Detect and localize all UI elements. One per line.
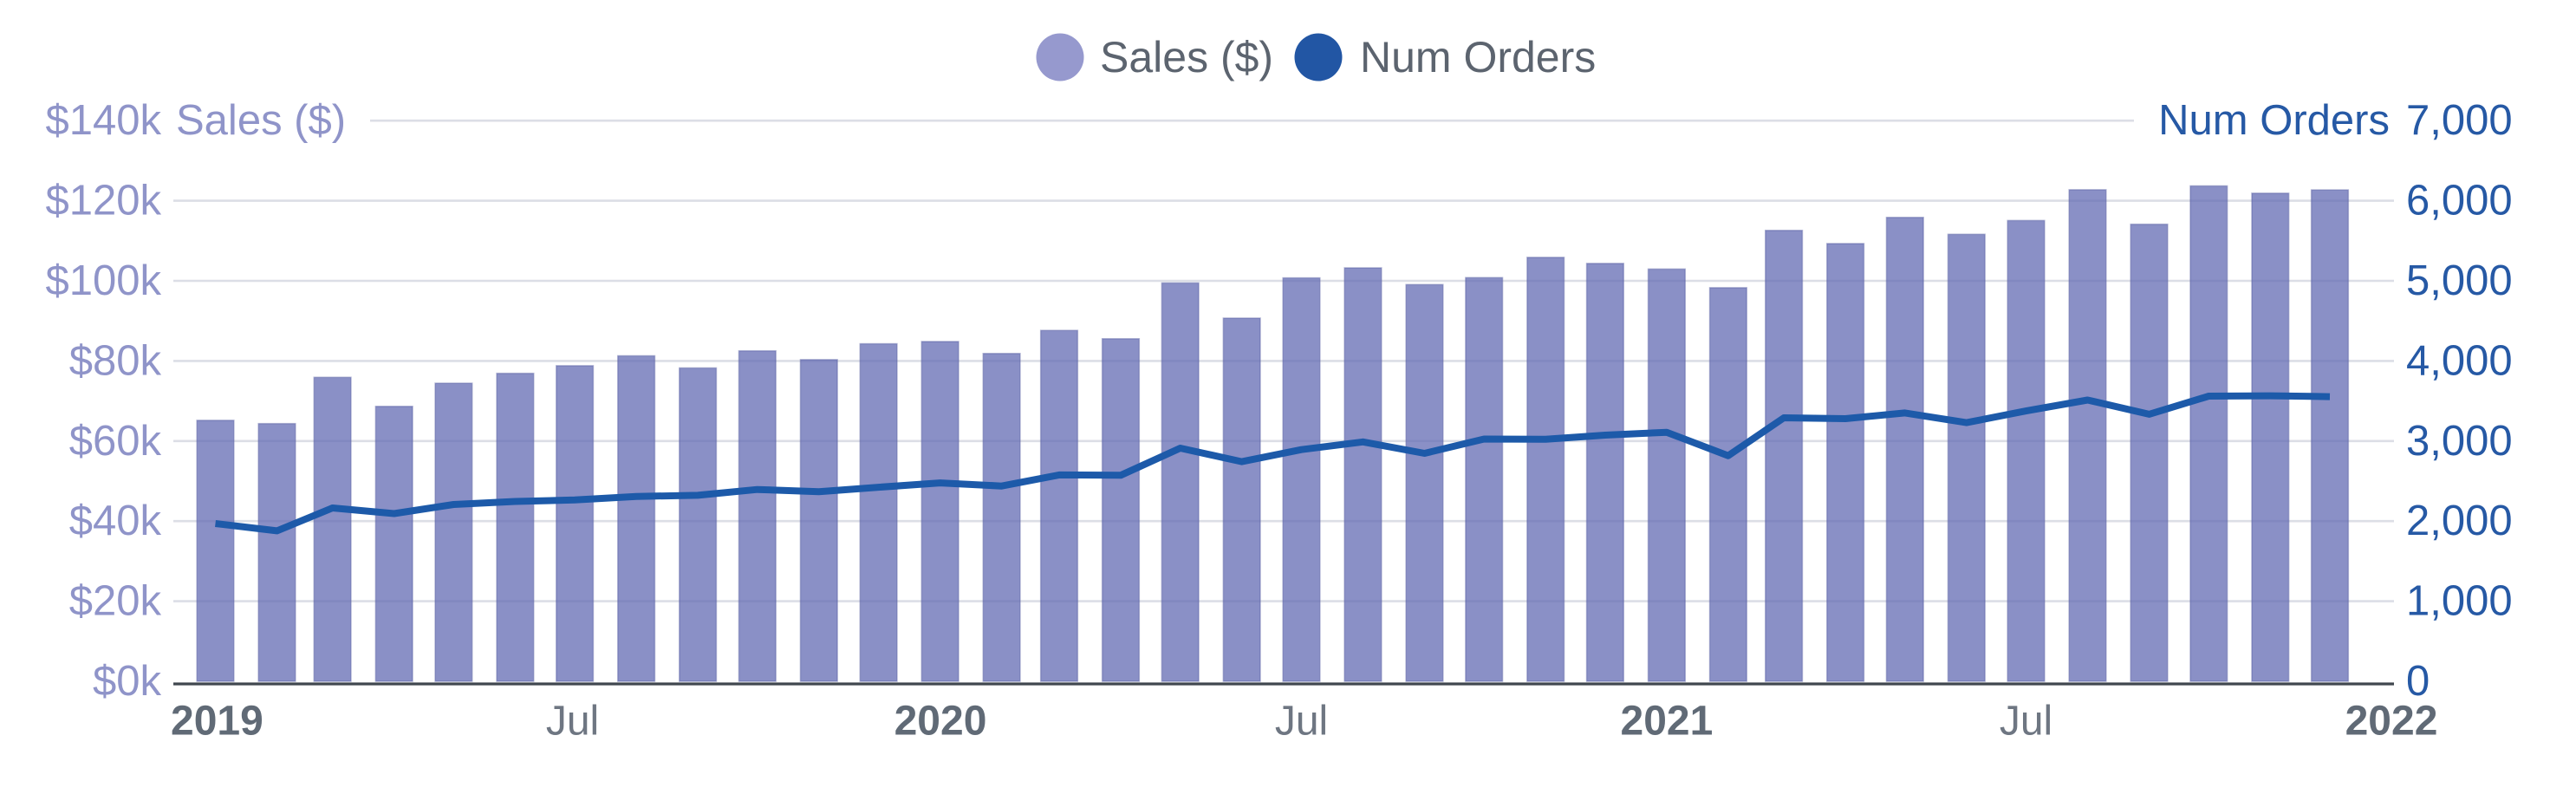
svg-text:3,000: 3,000 bbox=[2406, 418, 2513, 465]
svg-text:$120k: $120k bbox=[45, 178, 161, 225]
svg-text:4,000: 4,000 bbox=[2406, 337, 2513, 384]
svg-text:Num Orders: Num Orders bbox=[1360, 33, 1596, 81]
svg-text:Sales ($): Sales ($) bbox=[176, 97, 346, 144]
svg-text:7,000: 7,000 bbox=[2406, 97, 2513, 144]
svg-text:Jul: Jul bbox=[2000, 699, 2052, 745]
svg-text:5,000: 5,000 bbox=[2406, 257, 2513, 304]
svg-text:6,000: 6,000 bbox=[2406, 178, 2513, 225]
svg-text:$20k: $20k bbox=[69, 578, 162, 625]
svg-text:2019: 2019 bbox=[171, 699, 263, 745]
svg-text:$140k: $140k bbox=[45, 97, 161, 144]
svg-text:0: 0 bbox=[2406, 658, 2430, 705]
svg-text:Sales ($): Sales ($) bbox=[1100, 33, 1273, 81]
svg-text:Jul: Jul bbox=[1275, 699, 1328, 745]
svg-text:2,000: 2,000 bbox=[2406, 498, 2513, 544]
svg-text:$0k: $0k bbox=[93, 658, 162, 705]
svg-text:$40k: $40k bbox=[69, 498, 162, 544]
svg-text:1,000: 1,000 bbox=[2406, 578, 2513, 625]
svg-text:$80k: $80k bbox=[69, 337, 162, 384]
svg-text:Jul: Jul bbox=[546, 699, 599, 745]
svg-text:Num Orders: Num Orders bbox=[2158, 97, 2390, 144]
svg-text:2020: 2020 bbox=[894, 699, 987, 745]
svg-text:$100k: $100k bbox=[45, 257, 161, 304]
svg-text:2021: 2021 bbox=[1621, 699, 1714, 745]
svg-text:$60k: $60k bbox=[69, 418, 162, 465]
svg-text:2022: 2022 bbox=[2345, 699, 2438, 745]
